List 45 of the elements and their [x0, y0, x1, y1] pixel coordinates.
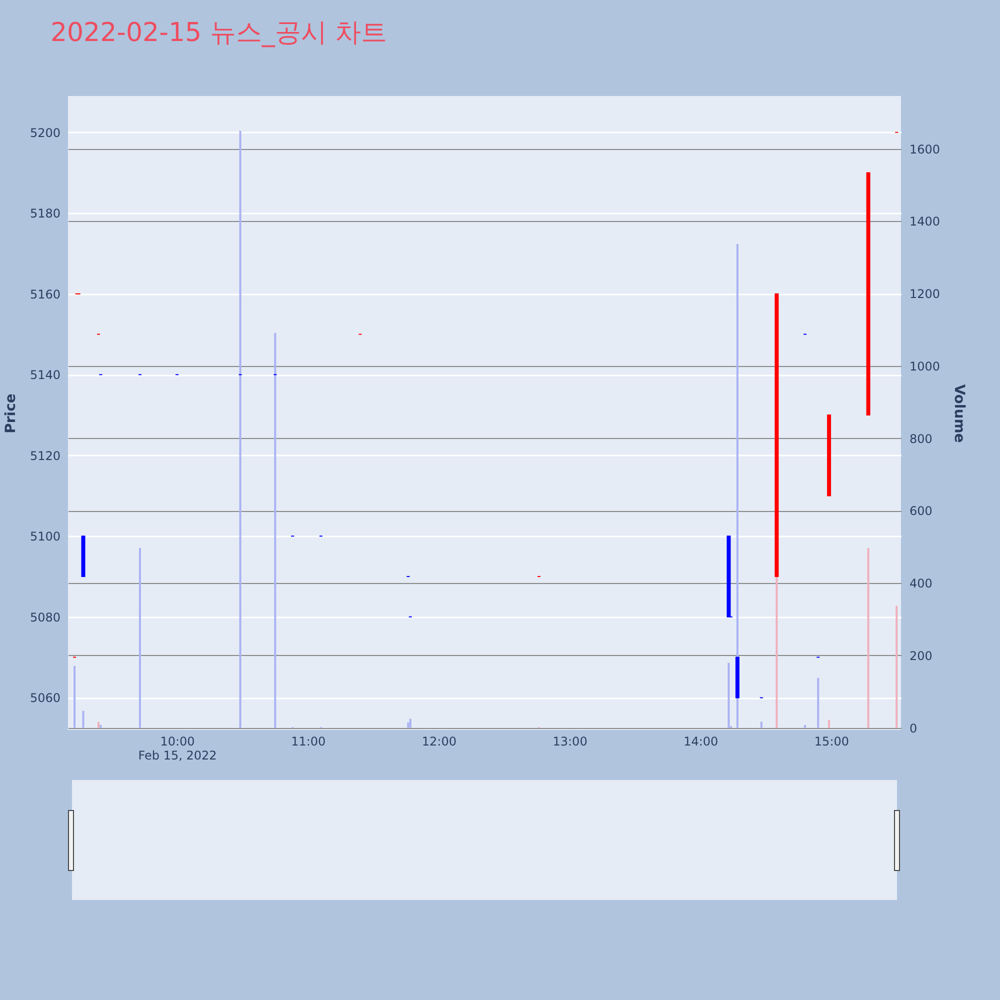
y-tick-label: 5120 — [30, 448, 60, 463]
y-tick-label: 5080 — [30, 610, 60, 624]
bar — [239, 130, 242, 728]
x-tick-label: 14:00 — [684, 734, 718, 748]
y-tick-label: 5060 — [30, 691, 60, 706]
x-tick-label: 15:00 — [814, 734, 850, 748]
y-tick-label: 5200 — [30, 126, 60, 140]
y-tick-label: 5140 — [30, 368, 60, 382]
bar — [100, 724, 102, 728]
bar — [896, 606, 898, 728]
y2-tick-label: 600 — [910, 504, 932, 518]
bar — [804, 724, 806, 728]
bar — [736, 244, 738, 728]
y-tick-label: 5100 — [30, 530, 60, 544]
bar — [274, 333, 276, 728]
bar — [74, 666, 76, 728]
x-tick-label: 10:00 — [160, 734, 195, 748]
y-axis-title: Price — [2, 394, 19, 434]
chart-title: 2022-02-15 뉴스_공시 차트 — [50, 18, 388, 48]
bar — [728, 662, 730, 728]
y2-tick-label: 0 — [910, 721, 918, 736]
x-tick-label: 12:00 — [422, 734, 457, 748]
bar — [760, 722, 762, 728]
x-tick-label: 13:00 — [552, 734, 588, 748]
y2-tick-label: 1600 — [910, 142, 940, 156]
y2-tick-label: 1400 — [910, 214, 940, 229]
y2-tick-label: 1000 — [910, 359, 940, 374]
y2-tick-label: 800 — [910, 432, 932, 446]
bar — [776, 576, 778, 728]
bar — [82, 710, 84, 728]
y-tick-label: 5160 — [30, 287, 60, 302]
y2-tick-label: 200 — [910, 648, 932, 663]
y-tick-label: 5180 — [30, 206, 60, 221]
y2-axis-title: Volume — [951, 384, 968, 443]
bar — [98, 722, 100, 728]
bar — [138, 548, 141, 728]
y2-tick-label: 400 — [910, 576, 932, 591]
bar — [867, 548, 870, 728]
bar — [828, 720, 830, 728]
x-tick-label: 11:00 — [291, 734, 326, 748]
y2-tick-label: 1200 — [910, 287, 940, 302]
bar — [407, 722, 410, 728]
bar — [817, 678, 820, 728]
text: Feb 15, 2022 — [138, 748, 217, 762]
bar — [409, 718, 412, 728]
